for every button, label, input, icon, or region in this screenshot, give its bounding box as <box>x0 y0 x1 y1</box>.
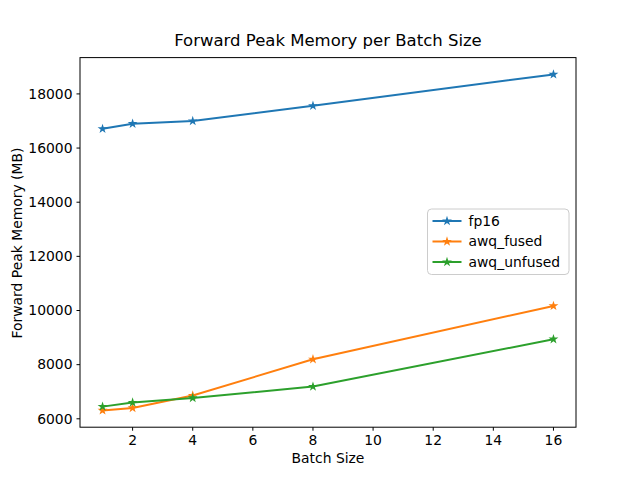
data-point-marker <box>549 301 559 310</box>
x-tick-label: 8 <box>309 432 318 448</box>
x-axis-ticks: 2 4 6 8 10 12 14 16 <box>128 427 562 448</box>
y-axis-label: Forward Peak Memory (MB) <box>9 148 25 339</box>
y-tick-label: 16000 <box>28 140 72 156</box>
y-tick-label: 14000 <box>28 194 72 210</box>
y-axis-ticks: 6000 8000 10000 12000 14000 16000 18000 <box>28 86 80 427</box>
x-tick-label: 10 <box>364 432 382 448</box>
y-tick-label: 6000 <box>37 411 72 427</box>
x-tick-label: 14 <box>484 432 502 448</box>
x-tick-label: 4 <box>188 432 197 448</box>
matplotlib-figure: Forward Peak Memory per Batch Size Forwa… <box>0 0 640 480</box>
y-tick-label: 8000 <box>37 356 72 372</box>
series-line <box>103 74 554 128</box>
x-tick-label: 16 <box>545 432 563 448</box>
series-line <box>103 339 554 406</box>
x-axis-label: Batch Size <box>292 450 365 466</box>
line-chart: Forward Peak Memory per Batch Size Forwa… <box>0 0 640 480</box>
x-tick-label: 12 <box>424 432 442 448</box>
series-line <box>103 306 554 411</box>
y-tick-label: 12000 <box>28 248 72 264</box>
legend-label: awq_fused <box>469 233 543 249</box>
legend-label: fp16 <box>469 213 500 229</box>
series-fp16 <box>98 69 559 133</box>
series-awq_unfused <box>98 334 559 411</box>
y-tick-label: 18000 <box>28 86 72 102</box>
y-tick-label: 10000 <box>28 302 72 318</box>
series-awq_fused <box>98 301 559 415</box>
x-tick-label: 6 <box>248 432 257 448</box>
x-tick-label: 2 <box>128 432 137 448</box>
data-point-marker <box>549 334 559 343</box>
chart-title: Forward Peak Memory per Batch Size <box>174 31 482 50</box>
legend-label: awq_unfused <box>469 254 561 270</box>
legend: fp16 awq_fused awq_unfused <box>428 209 570 275</box>
